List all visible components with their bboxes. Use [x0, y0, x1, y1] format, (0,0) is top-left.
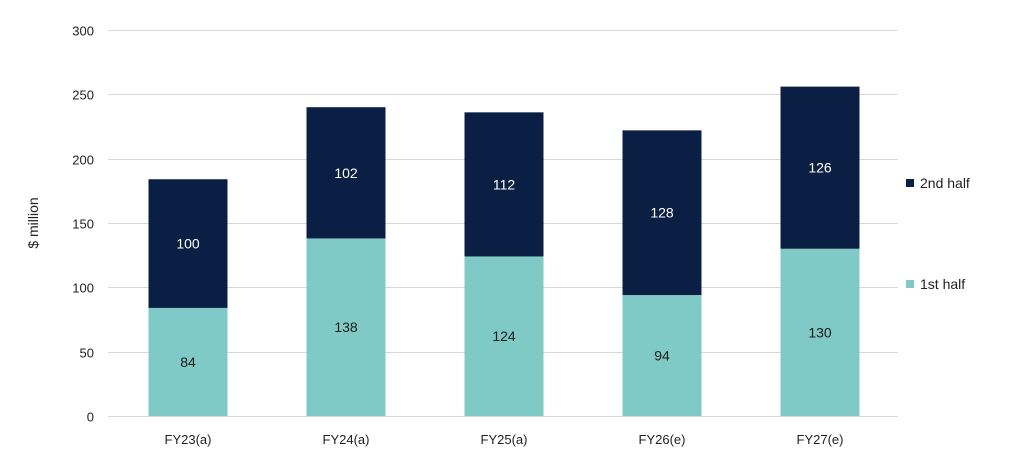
y-tick-label: 250: [72, 88, 94, 103]
y-tick-label: 300: [72, 24, 94, 39]
bar-segment: [464, 112, 544, 257]
x-axis-ticks: FY23(a) FY24(a) FY25(a) FY26(e) FY27(e): [165, 432, 844, 447]
y-axis-label: $ million: [25, 197, 41, 248]
legend: 2nd half 1st half: [906, 175, 970, 292]
bar-segment: [622, 295, 702, 416]
data-label: 124: [492, 328, 516, 344]
y-tick-label: 50: [80, 346, 94, 361]
bar-segment: [464, 256, 544, 416]
y-axis-ticks: 0 50 100 150 200 250 300: [72, 24, 94, 425]
bar-segment: [148, 307, 228, 416]
x-tick-label: FY23(a): [165, 432, 212, 447]
data-label: 94: [654, 348, 670, 364]
y-tick-label: 150: [72, 217, 94, 232]
data-label: 100: [176, 236, 200, 252]
bar-segment: [306, 107, 386, 239]
legend-label: 2nd half: [920, 175, 970, 191]
bars: 84 100 138 102 124 112 94 128 130 126: [148, 86, 860, 416]
data-label: 126: [808, 160, 832, 176]
y-tick-label: 100: [72, 281, 94, 296]
y-tick-label: 0: [87, 410, 94, 425]
x-tick-label: FY27(e): [797, 432, 844, 447]
bar-segment: [148, 179, 228, 308]
x-tick-label: FY26(e): [639, 432, 686, 447]
data-label: 128: [650, 205, 674, 221]
data-label: 130: [808, 324, 832, 340]
x-tick-label: FY25(a): [481, 432, 528, 447]
x-tick-label: FY24(a): [323, 432, 370, 447]
legend-swatch: [906, 280, 914, 288]
data-label: 112: [493, 176, 516, 192]
data-label: 102: [334, 165, 358, 181]
bar-segment: [780, 248, 860, 416]
bar-segment: [780, 86, 860, 249]
legend-swatch: [906, 179, 914, 187]
data-label: 84: [180, 354, 196, 370]
bar-segment: [622, 130, 702, 296]
bar-segment: [306, 238, 386, 416]
data-label: 138: [334, 319, 358, 335]
y-tick-label: 200: [72, 153, 94, 168]
legend-label: 1st half: [920, 276, 965, 292]
